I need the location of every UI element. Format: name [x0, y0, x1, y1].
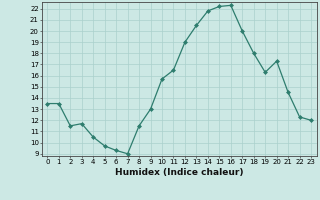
- X-axis label: Humidex (Indice chaleur): Humidex (Indice chaleur): [115, 168, 244, 177]
